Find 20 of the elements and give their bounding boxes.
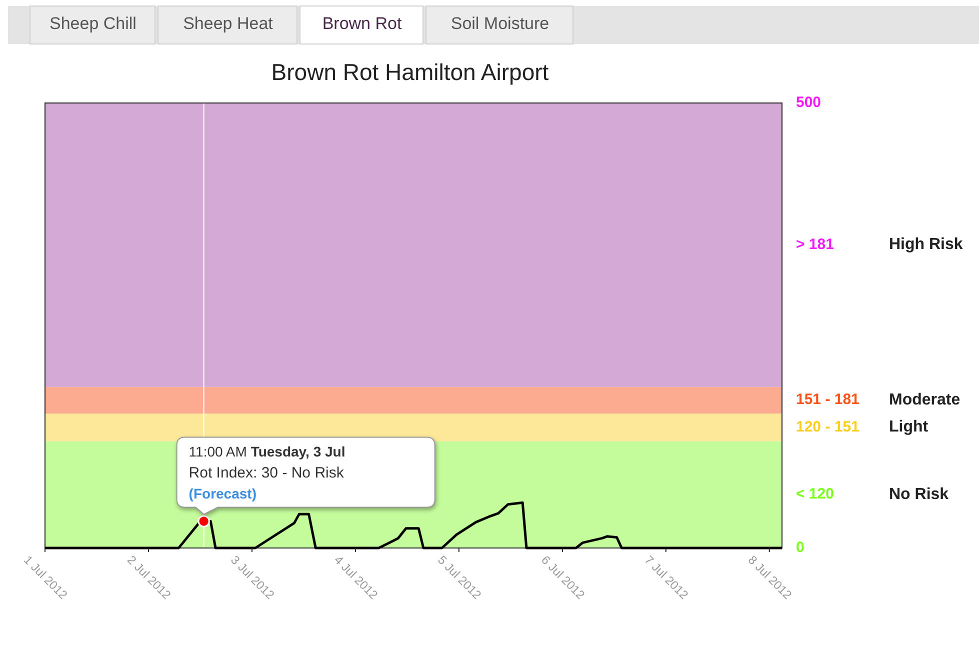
y-tick-label: 500 bbox=[796, 94, 822, 111]
text: No Risk bbox=[889, 486, 949, 503]
tab[interactable]: Sheep Heat bbox=[158, 6, 298, 44]
annotation: (Forecast) bbox=[188, 485, 256, 502]
band-label: 120 - 151 bbox=[796, 418, 860, 436]
text: Moderate bbox=[889, 391, 960, 408]
band-label: > 181 bbox=[796, 236, 834, 253]
band-label: 151 - 181 bbox=[796, 391, 860, 408]
text: High Risk bbox=[889, 236, 963, 254]
text: Light bbox=[889, 418, 929, 436]
chart-title: Brown Rot Hamilton Airport bbox=[271, 59, 550, 85]
tab[interactable]: Soil Moisture bbox=[426, 6, 574, 44]
annotation: Rot Index: 30 - No Risk bbox=[188, 464, 344, 482]
annotation: Tuesday, 3 Jul bbox=[250, 443, 346, 460]
band-label: < 120 bbox=[796, 486, 834, 503]
tab[interactable]: Brown Rot bbox=[300, 6, 424, 44]
tab[interactable]: Sheep Chill bbox=[30, 6, 156, 44]
y-tick-label: 0 bbox=[796, 538, 804, 556]
annotation: 11:00 AM bbox=[188, 443, 251, 460]
line-series bbox=[44, 501, 784, 550]
